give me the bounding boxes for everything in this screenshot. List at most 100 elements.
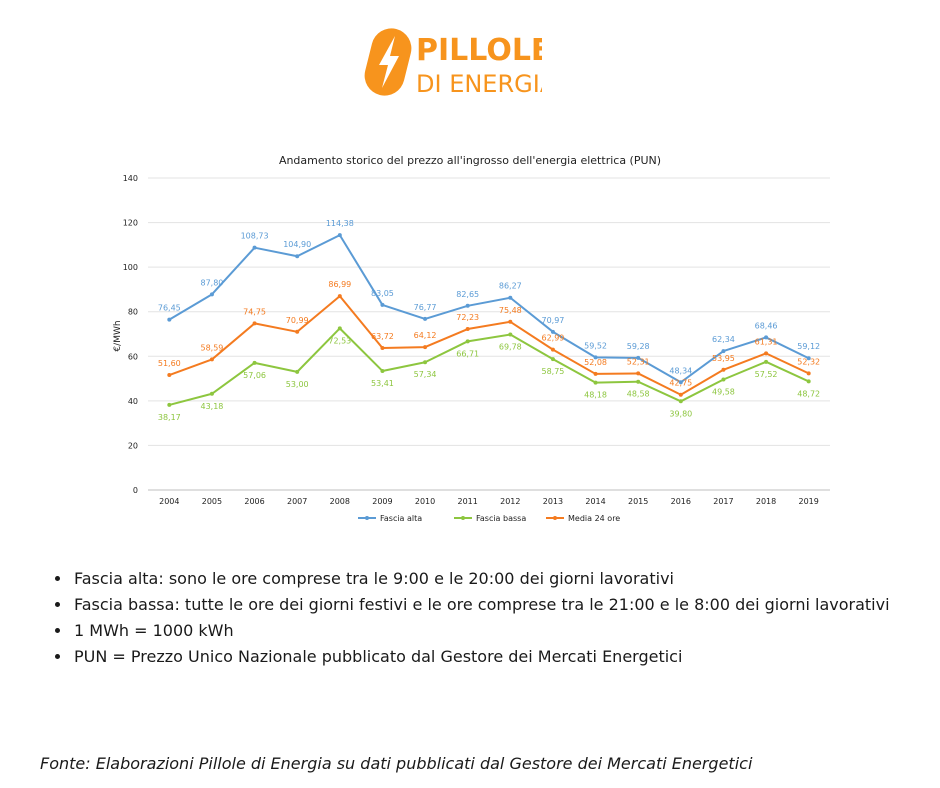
data-label: 59,28 [627, 342, 650, 351]
legend-label-2: Media 24 ore [568, 514, 620, 523]
data-label: 59,12 [797, 342, 820, 351]
brand-name-line1: PILLOLE [416, 33, 542, 68]
legend-label-1: Fascia bassa [476, 514, 526, 523]
y-tick-labels: 0 20 40 60 80 100 120 140 [123, 174, 138, 495]
data-label: 61,31 [755, 337, 778, 346]
data-label: 51,60 [158, 359, 181, 368]
data-label: 52,08 [584, 358, 607, 367]
y-tick-label: 0 [133, 486, 138, 495]
data-point [806, 379, 811, 384]
data-label: 59,52 [584, 341, 607, 350]
data-label: 58,75 [541, 367, 564, 376]
data-point [337, 233, 342, 238]
lightning-bolt-icon [379, 36, 399, 88]
data-point [764, 359, 769, 364]
data-point [678, 392, 683, 397]
data-point [636, 371, 641, 376]
data-label: 87,80 [200, 278, 223, 287]
y-tick-label: 40 [128, 397, 138, 406]
source-note: Fonte: Elaborazioni Pillole di Energia s… [40, 754, 753, 773]
data-point [678, 399, 683, 404]
x-tick-label: 2011 [458, 497, 478, 506]
data-label: 76,77 [414, 303, 437, 312]
data-label: 57,52 [755, 370, 778, 379]
data-label: 66,71 [456, 349, 479, 358]
x-tick-label: 2010 [415, 497, 435, 506]
data-point [550, 347, 555, 352]
x-tick-label: 2012 [500, 497, 520, 506]
x-tick-label: 2006 [244, 497, 264, 506]
data-point [295, 369, 300, 374]
data-point [806, 356, 811, 361]
data-label: 48,58 [627, 390, 650, 399]
y-tick-label: 100 [123, 263, 138, 272]
data-label: 53,95 [712, 354, 735, 363]
data-point [721, 377, 726, 382]
data-point [508, 332, 513, 337]
x-tick-label: 2009 [372, 497, 392, 506]
data-label: 62,34 [712, 335, 735, 344]
data-label: 62,99 [541, 334, 564, 343]
data-point [423, 316, 428, 321]
data-point [721, 349, 726, 354]
x-tick-label: 2005 [202, 497, 222, 506]
legend-marker-0 [365, 516, 369, 520]
data-point [167, 317, 172, 322]
series-line-2 [168, 295, 810, 396]
y-tick-label: 140 [123, 174, 138, 183]
data-point [252, 245, 257, 250]
x-tick-label: 2017 [713, 497, 733, 506]
data-point [465, 303, 470, 308]
series-line-0 [168, 234, 810, 384]
y-axis-label: €/MWh [113, 320, 123, 351]
y-tick-label: 120 [123, 219, 138, 228]
data-label: 70,99 [286, 316, 309, 325]
x-tick-labels: 2004 2005 2006 2007 2008 2009 2010 2011 2012 2013… [159, 497, 819, 506]
data-point [337, 326, 342, 331]
data-point [167, 373, 172, 378]
data-point [380, 368, 385, 373]
data-label: 70,97 [541, 316, 564, 325]
data-label: 68,46 [755, 321, 778, 330]
definitions-list: Fascia alta: sono le ore comprese tra le… [48, 566, 890, 670]
data-label: 72,23 [456, 313, 479, 322]
data-point [209, 292, 214, 297]
data-point [380, 302, 385, 307]
data-point [423, 345, 428, 350]
data-point [209, 391, 214, 396]
data-label: 53,41 [371, 379, 394, 388]
data-label: 63,72 [371, 332, 394, 341]
data-point [380, 345, 385, 350]
data-label: 64,12 [414, 331, 437, 340]
data-label: 86,27 [499, 282, 522, 291]
series-line-1 [169, 327, 810, 406]
data-point [764, 335, 769, 340]
data-label: 114,38 [326, 219, 354, 228]
data-point [167, 402, 172, 407]
legend-marker-2 [553, 516, 557, 520]
data-point [252, 360, 257, 365]
data-point [465, 339, 470, 344]
data-label: 86,99 [328, 280, 351, 289]
data-point [806, 371, 811, 376]
chart-legend: Fascia alta Fascia bassa Media 24 ore [358, 514, 620, 523]
legend-label-0: Fascia alta [380, 514, 422, 523]
data-point [550, 329, 555, 334]
data-label: 38,17 [158, 413, 181, 422]
x-tick-label: 2015 [628, 497, 648, 506]
x-tick-label: 2004 [159, 497, 179, 506]
data-label: 82,65 [456, 290, 479, 299]
data-label: 75,48 [499, 306, 522, 315]
data-labels: 76,45 87,80 108,73 104,90 114,38 83,05 76,77 82… [158, 219, 820, 422]
data-point [550, 357, 555, 362]
x-tick-label: 2018 [756, 497, 776, 506]
data-label: 39,80 [669, 409, 692, 418]
data-point [636, 355, 641, 360]
data-label: 48,18 [584, 391, 607, 400]
data-point [593, 355, 598, 360]
data-label: 104,90 [283, 240, 311, 249]
data-point [252, 321, 257, 326]
data-point [721, 367, 726, 372]
data-label: 69,78 [499, 342, 522, 351]
